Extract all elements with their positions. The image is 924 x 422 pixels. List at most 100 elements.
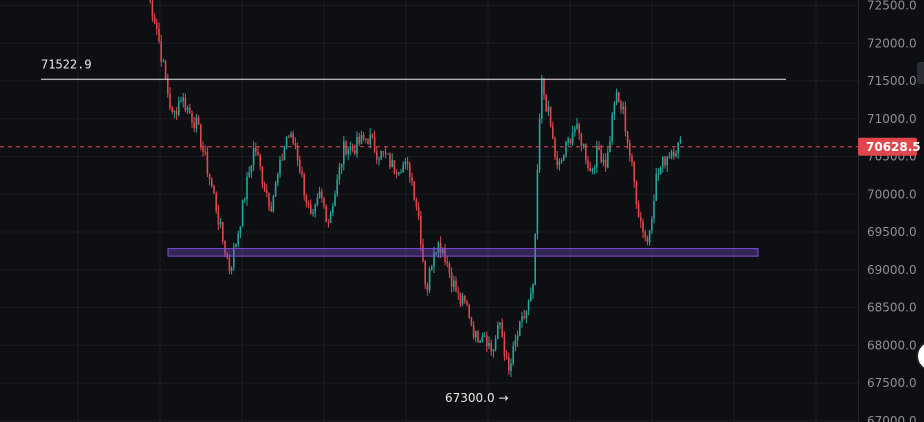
candle-body (508, 357, 510, 371)
candle-body (246, 176, 248, 200)
candle-body (437, 242, 440, 253)
candle-body (505, 355, 508, 358)
candle-body (541, 78, 543, 119)
candle-body (321, 191, 323, 198)
low-price-marker-label: 67300.0 → (445, 391, 509, 405)
candle-body (239, 226, 242, 234)
candle-body (569, 138, 572, 144)
candle-body (629, 143, 631, 157)
candle-body (545, 95, 547, 112)
candle-body (208, 174, 211, 180)
candle-body (477, 331, 479, 343)
axis-collapse-handle[interactable] (917, 62, 924, 84)
y-axis-tick-label: 70000.0 (867, 187, 917, 201)
candle-body (499, 322, 501, 325)
candle-body (184, 97, 187, 111)
candle-body (274, 182, 277, 197)
candle-body (400, 172, 402, 174)
candle-body (514, 340, 517, 347)
candle-body (173, 111, 176, 113)
candle-body (230, 267, 233, 271)
candle-body (206, 152, 209, 175)
candle-body (248, 172, 250, 177)
candle-body (598, 145, 600, 150)
candle-body (446, 261, 448, 264)
candle-body (530, 293, 532, 302)
y-axis-tick-label: 67000.0 (867, 414, 917, 422)
candle-body (189, 107, 191, 113)
candle-body (587, 160, 589, 169)
candle-body (272, 196, 275, 212)
candle-body (556, 157, 558, 166)
candle-body (259, 155, 261, 167)
candle-body (670, 151, 673, 158)
candle-body (426, 284, 429, 291)
candle-body (450, 272, 453, 287)
candle-body (664, 156, 666, 166)
candle-body (547, 106, 550, 112)
candle-body (459, 293, 462, 304)
candle-body (241, 200, 244, 227)
support-zone-rectangle[interactable] (167, 248, 759, 257)
candle-body (332, 206, 334, 214)
candle-body (501, 322, 503, 337)
candle-body (578, 123, 580, 134)
candle-body (651, 218, 653, 231)
candle-body (444, 248, 446, 262)
candle-body (373, 137, 376, 152)
candle-body (279, 159, 281, 175)
candle-body (576, 123, 578, 129)
candle-body (604, 159, 607, 168)
candle-body (294, 142, 297, 147)
candle-body (367, 139, 369, 145)
candle-body (624, 106, 627, 132)
candle-body (197, 117, 200, 125)
candle-body (257, 152, 259, 156)
candle-body (307, 203, 310, 206)
candle-body (327, 222, 330, 224)
candle-body (281, 159, 283, 161)
candle-body (585, 143, 587, 161)
candle-body (292, 133, 294, 143)
candle-body (644, 232, 646, 238)
candle-body (455, 280, 457, 292)
candle-body (607, 152, 609, 168)
candle-body (657, 173, 660, 175)
y-axis-tick-label: 69000.0 (867, 263, 917, 277)
current-price-tag-label: 70628.5 (866, 140, 921, 154)
candle-body (453, 280, 455, 287)
candle-body (270, 206, 272, 212)
candle-body (563, 155, 565, 161)
candle-body (204, 151, 206, 153)
candle-body (325, 206, 327, 223)
candle-body (488, 342, 490, 347)
candle-body (635, 181, 638, 205)
y-axis-tick-label: 72500.0 (867, 0, 917, 13)
candle-body (490, 342, 492, 352)
y-axis-tick-label: 68000.0 (867, 338, 917, 352)
candle-body (677, 142, 679, 154)
candle-body (574, 128, 576, 133)
candle-body (411, 177, 413, 182)
candle-body (371, 134, 374, 138)
candle-body (213, 186, 215, 194)
candle-body (582, 143, 585, 146)
candle-body (290, 133, 292, 138)
candle-body (675, 153, 677, 156)
candle-body (523, 316, 525, 319)
candle-body (543, 78, 545, 96)
candle-body (571, 132, 574, 144)
candle-body (193, 122, 195, 129)
candle-body (217, 211, 220, 225)
candle-body (314, 204, 316, 213)
candle-body (554, 138, 556, 158)
candle-body (380, 151, 382, 160)
candle-body (442, 248, 444, 253)
candle-body (219, 222, 222, 225)
current-price-tag (858, 137, 917, 156)
candle-body (376, 151, 378, 160)
candle-body (486, 335, 488, 347)
candle-body (679, 139, 682, 143)
candle-body (510, 363, 512, 371)
